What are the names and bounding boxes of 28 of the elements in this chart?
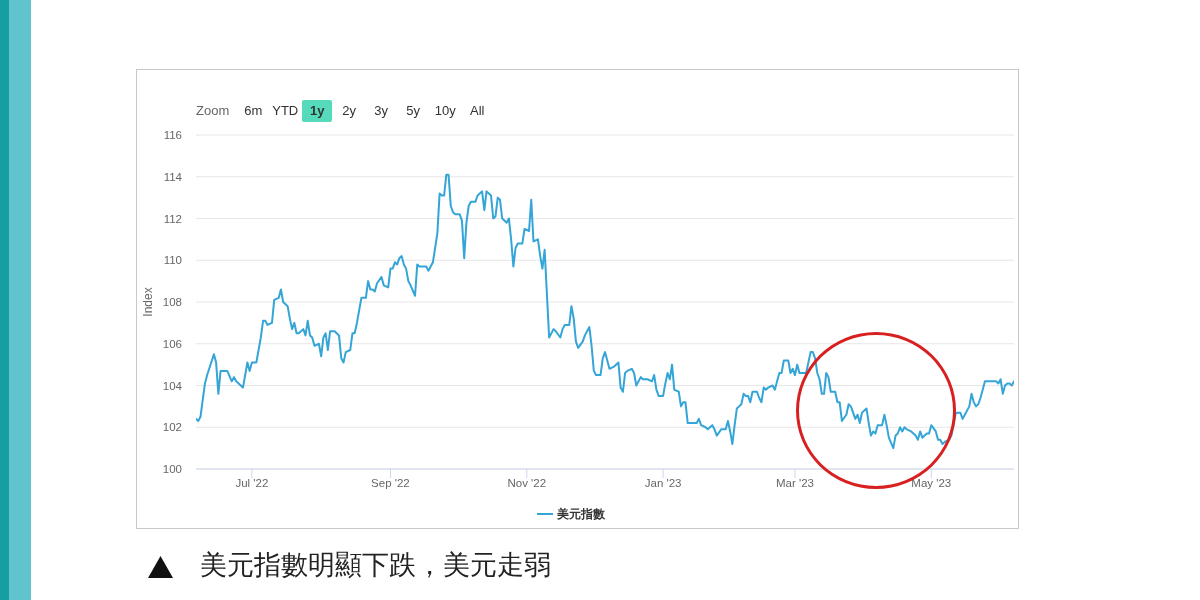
range-button[interactable]: 1y (302, 100, 333, 122)
y-tick-label: 100 (162, 463, 182, 476)
y-tick-label: 106 (162, 337, 182, 350)
x-tick-label: Sep '22 (371, 477, 410, 490)
y-tick-label: 104 (162, 379, 183, 392)
range-button[interactable]: YTD (270, 100, 301, 122)
x-tick-label: May '23 (911, 477, 952, 490)
y-tick-label: 114 (163, 170, 183, 183)
y-axis-title: Index (141, 287, 155, 317)
range-button[interactable]: 10y (430, 100, 461, 122)
line-series (196, 173, 1014, 450)
y-tick-label: 112 (163, 212, 182, 225)
x-tick-label: Jan '23 (644, 477, 682, 490)
text: Zoom (196, 103, 230, 118)
range-button[interactable]: 6m (238, 100, 269, 122)
x-tick-label: Nov '22 (507, 477, 547, 490)
y-tick-label: 116 (163, 129, 182, 142)
x-tick-label: Mar '23 (775, 477, 814, 490)
range-button[interactable]: 2y (334, 100, 365, 122)
y-tick-label: 102 (162, 421, 182, 434)
y-tick-label: 108 (162, 296, 182, 309)
y-tick-label: 110 (163, 254, 182, 267)
range-button[interactable]: 3y (366, 100, 397, 122)
range-button[interactable]: All (462, 100, 493, 122)
legend-label: 美元指數 (556, 507, 605, 521)
text: 美元指數明顯下跌，美元走弱 (200, 550, 551, 580)
x-tick-label: Jul '22 (235, 477, 269, 490)
range-button[interactable]: 5y (398, 100, 429, 122)
